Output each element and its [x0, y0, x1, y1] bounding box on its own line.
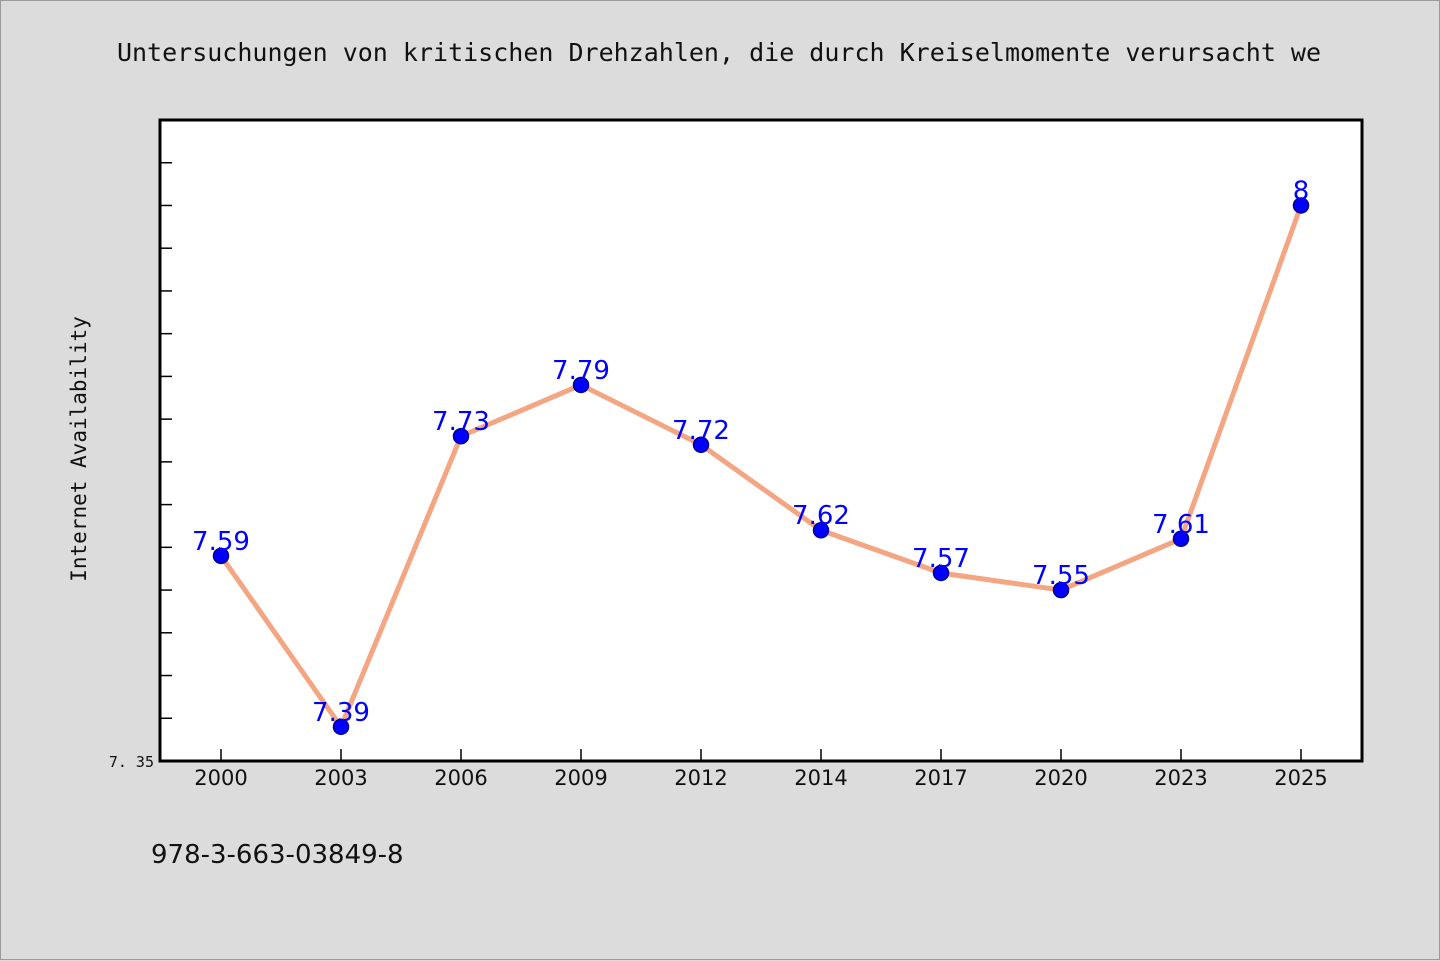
data-label: 7.55 — [1032, 561, 1090, 591]
x-tick-label: 2023 — [1154, 766, 1207, 790]
data-label: 7.59 — [192, 527, 250, 557]
data-label: 7.72 — [672, 416, 730, 446]
data-labels: 7.59 7.39 7.73 7.79 7.72 7.62 7.57 7.55 7.61 8 — [192, 176, 1309, 727]
data-point — [452, 427, 470, 445]
isbn-footnote: 978-3-663-03849-8 — [151, 840, 404, 870]
x-axis-ticks: 2000 2003 2006 2009 2012 2014 2017 2020 2023 2025 — [194, 749, 1328, 790]
x-tick-label: 2012 — [674, 766, 727, 790]
series-line — [218, 204, 1304, 730]
chart-title: Untersuchungen von kritischen Drehzahlen… — [117, 38, 1321, 67]
x-tick-label: 2017 — [914, 766, 967, 790]
x-tick-label: 2003 — [314, 766, 367, 790]
data-point — [1052, 581, 1070, 599]
plot-area — [158, 118, 1364, 763]
x-tick-label: 2025 — [1274, 766, 1327, 790]
data-point — [1292, 197, 1310, 214]
data-label: 7.79 — [552, 356, 610, 386]
data-label: 7.73 — [432, 407, 490, 437]
data-markers — [212, 197, 1310, 736]
data-point — [692, 436, 710, 454]
y-axis-ticks: 7. 35 — [109, 161, 172, 771]
x-tick-label: 2014 — [794, 766, 847, 790]
data-label: 7.57 — [912, 544, 970, 574]
y-axis-label: Internet Availability — [67, 316, 91, 582]
x-tick-label: 2006 — [434, 766, 487, 790]
data-point — [1172, 530, 1190, 548]
data-label: 7.39 — [312, 698, 370, 728]
x-tick-label: 2009 — [554, 766, 607, 790]
data-label: 7.62 — [792, 501, 850, 531]
data-point — [572, 376, 590, 394]
data-point — [932, 564, 950, 582]
data-point — [812, 521, 830, 539]
x-tick-label: 2020 — [1034, 766, 1087, 790]
data-point — [212, 547, 230, 565]
x-tick-label: 2000 — [194, 766, 247, 790]
data-label: 7.61 — [1152, 510, 1210, 540]
y-tick-label: 7. 35 — [109, 753, 154, 771]
data-point — [332, 718, 350, 736]
data-label: 8 — [1293, 176, 1310, 206]
